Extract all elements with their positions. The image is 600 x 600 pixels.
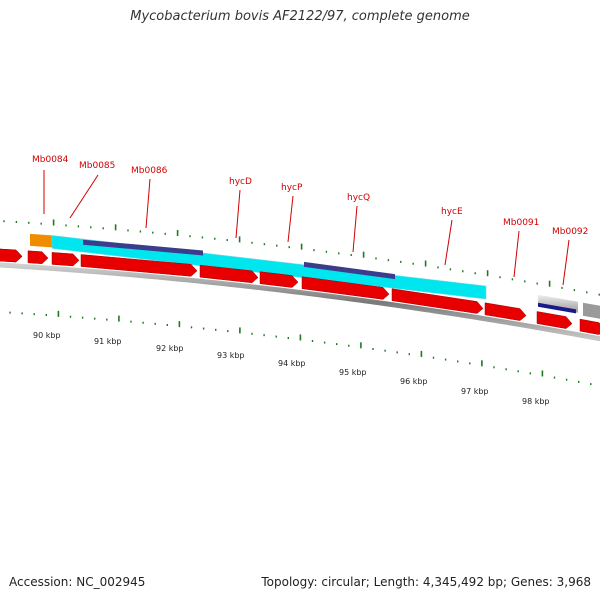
cds-track xyxy=(0,248,600,335)
gene-label-mb0084: Mb0084 xyxy=(32,155,69,165)
cds-arrow xyxy=(80,254,198,277)
gene-leader-line xyxy=(287,195,294,243)
scale-tick-marks xyxy=(9,310,592,386)
gene-leader-line xyxy=(444,219,453,266)
gene-leader-line xyxy=(513,230,520,278)
feature-track xyxy=(30,233,600,319)
domain-feature xyxy=(304,261,395,280)
kbp-label: 97 kbp xyxy=(461,387,489,396)
gene-leader-line xyxy=(145,178,151,229)
cds-arrow xyxy=(0,248,23,263)
cds-arrow xyxy=(579,318,600,335)
map-title: Mycobacterium bovis AF2122/97, complete … xyxy=(130,9,470,24)
kbp-label: 96 kbp xyxy=(400,377,428,386)
cds-arrow xyxy=(391,288,484,314)
accession-text: Accession: NC_002945 xyxy=(9,575,146,589)
gene-leader-line xyxy=(562,239,570,286)
gene-leader-line xyxy=(352,205,358,253)
cds-arrow xyxy=(259,271,299,288)
kbp-label: 95 kbp xyxy=(339,368,367,377)
kbp-label: 92 kbp xyxy=(156,344,184,353)
kbp-label: 91 kbp xyxy=(94,337,122,346)
gray-feature xyxy=(583,302,600,319)
outer-tick-marks xyxy=(3,219,600,296)
cds-arrow xyxy=(301,276,390,300)
cds-arrow xyxy=(51,252,80,267)
kbp-label: 93 kbp xyxy=(217,351,245,360)
domain-feature xyxy=(83,239,203,256)
kbp-label: 98 kbp xyxy=(522,397,550,406)
gene-label-hyce: hycE xyxy=(441,207,463,217)
cds-arrow xyxy=(536,311,573,329)
gene-label-mb0091: Mb0091 xyxy=(503,218,539,228)
gene-leader-line xyxy=(69,174,99,219)
genome-backbone xyxy=(0,262,600,342)
gene-label-layer: Mb0084 Mb0085 Mb0086 hycD hycP hycQ hycE Mb0091… xyxy=(32,155,588,286)
kbp-label-layer: 90 kbp 91 kbp 92 kbp 93 kbp 94 kbp 95 kbp 96 k… xyxy=(33,331,550,406)
gene-leader-line xyxy=(235,189,241,239)
orange-feature xyxy=(30,233,52,248)
kbp-label: 94 kbp xyxy=(278,359,306,368)
cds-arrow xyxy=(484,302,527,321)
gene-label-mb0085: Mb0085 xyxy=(79,161,115,171)
gene-label-mb0092: Mb0092 xyxy=(552,227,588,237)
cds-arrow xyxy=(199,264,259,284)
gene-label-hycp: hycP xyxy=(281,183,303,193)
gene-label-hycd: hycD xyxy=(229,177,252,187)
genome-summary-text: Topology: circular; Length: 4,345,492 bp… xyxy=(261,575,591,589)
gene-label-hycq: hycQ xyxy=(347,193,370,203)
navy-feature xyxy=(538,302,576,314)
kbp-label: 90 kbp xyxy=(33,331,61,340)
cds-arrow xyxy=(27,250,49,264)
backbone-curve xyxy=(0,262,600,342)
gene-label-mb0086: Mb0086 xyxy=(131,166,168,176)
